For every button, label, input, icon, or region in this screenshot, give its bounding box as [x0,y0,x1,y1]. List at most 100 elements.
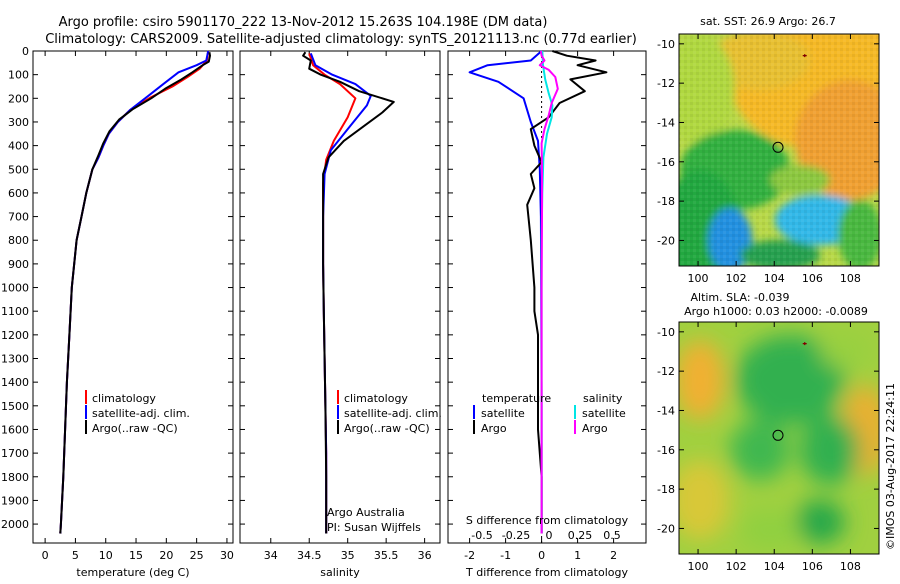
legend-salinity-header: salinity [583,392,623,405]
legend-sal-argo-label: Argo [582,422,608,435]
pi-label: PI: Susan Wijffels [327,521,421,534]
lat-tick-label: -20 [657,234,675,247]
x-tick-label: 5 [72,549,79,562]
lat-tick-label: -16 [657,156,675,169]
series-line-temperature-argo [526,50,608,534]
lat-tick-label: -18 [657,195,675,208]
salinity-series [302,51,395,534]
difference-y-ticks [448,50,646,525]
lon-tick-label: 100 [688,560,709,573]
salinity-legend: climatology satellite-adj. clim. Argo(..… [337,390,442,435]
x-tick-label: -2 [464,549,475,562]
sla-map-frame [678,321,880,555]
depth-tick-label: 1700 [1,447,29,460]
lat-tick-label: -18 [657,483,675,496]
difference-x-label: T difference from climatology [465,566,628,579]
sst-field [679,34,879,266]
x-tick-label: -1 [500,549,511,562]
sla-map-markers [772,342,807,441]
salinity-difference-axis-label: S difference from climatology [466,514,629,527]
sst-map-frame [678,33,880,267]
lat-tick-label: -12 [657,365,675,378]
depth-tick-label: 1800 [1,471,29,484]
series-line-climatology [59,50,210,534]
series-line-climatology [308,53,357,534]
temperature-series [59,50,211,534]
depth-tick-label: 2000 [1,518,29,531]
sla-field [679,322,879,554]
series-line-argo-raw-qc [59,52,211,534]
depth-tick-label: 500 [8,163,29,176]
lon-tick-label: 104 [764,560,785,573]
x-tick-label: 25 [190,549,204,562]
salinity-plot-frame [239,50,441,544]
legend-climatology-label: climatology [92,392,156,405]
sst-map-ticks: 100 102 104 106 108 -10 -12 -14 -16 -18 -20 [657,34,879,285]
difference-legend: temperature salinity satellite Argo sate… [473,392,626,435]
lon-tick-label: 106 [802,272,823,285]
x-tick-label: 30 [220,549,234,562]
temperature-legend: climatology satellite-adj. clim. Argo(..… [85,390,190,435]
salinity-y-ticks [240,50,440,525]
x-tick-label: 34.5 [297,549,322,562]
salinity-x-label: salinity [320,566,360,579]
depth-tick-label: 1100 [1,305,29,318]
depth-tick-label: 0 [22,45,29,58]
depth-tick-label: 1000 [1,282,29,295]
lat-tick-label: -16 [657,444,675,457]
sla-map-ticks: 100 102 104 106 108 -10 -12 -14 -16 -18 -20 [657,322,879,573]
profile-location-circle [772,429,784,441]
depth-tick-label: 1400 [1,376,29,389]
temperature-x-ticks: 0 5 10 15 20 25 30 [42,51,234,562]
legend-climatology-label: climatology [344,392,408,405]
copyright-label: ©IMOS 03-Aug-2017 22:24:11 [884,383,897,550]
lon-tick-label: 100 [688,272,709,285]
sst-map-panel: sat. SST: 26.9 Argo: 26.7 100 102 104 106 10… [657,15,880,285]
legend-temp-satellite-label: satellite [481,407,525,420]
lat-tick-label: -14 [657,404,675,417]
depth-tick-label: 1600 [1,423,29,436]
x-tick-label: 0 [42,549,49,562]
figure-title-line1: Argo profile: csiro 5901170_222 13-Nov-2… [59,15,548,30]
salinity-difference-ticks: -0.5 -0.25 0 0.25 0.5 [471,529,620,542]
depth-y-ticks: 0 100 200 300 400 500 600 700 800 900 1000 1100 1200… [1,45,233,531]
lat-tick-label: -14 [657,116,675,129]
legend-argo-label: Argo(..raw -QC) [92,422,178,435]
x-tick-label: 35.5 [374,549,399,562]
series-line-temperature-satellite [468,50,543,534]
sla-map-title-line1: Altim. SLA: -0.039 [690,291,789,304]
temperature-x-label: temperature (deg C) [76,566,189,579]
legend-satellite-label: satellite-adj. clim. [92,407,190,420]
depth-tick-label: 1500 [1,400,29,413]
sst-map-markers [772,54,807,153]
x-tick-label: 15 [129,549,143,562]
salinity-panel: 34 34.5 35 35.5 36 climatology satellite-adj… [239,50,442,579]
lon-tick-label: 108 [840,272,861,285]
sla-map-panel: Altim. SLA: -0.039 Argo h1000: 0.03 h200… [657,291,880,573]
depth-tick-label: 800 [8,234,29,247]
legend-satellite-label: satellite-adj. clim. [344,407,442,420]
x-tick-label: 1 [574,549,581,562]
depth-tick-label: 900 [8,258,29,271]
x-tick-label: 36 [418,549,432,562]
depth-tick-label: 200 [8,92,29,105]
legend-argo-label: Argo(..raw -QC) [344,422,430,435]
figure-title-line2: Climatology: CARS2009. Satellite-adjuste… [45,32,637,47]
s-diff-tick: 0.5 [603,529,621,542]
lat-tick-label: -20 [657,522,675,535]
temperature-plot-frame [32,50,234,544]
lon-tick-label: 106 [802,560,823,573]
lon-tick-label: 104 [764,272,785,285]
depth-tick-label: 1300 [1,353,29,366]
profile-location-circle [772,141,784,153]
depth-tick-label: 400 [8,140,29,153]
x-tick-label: 0 [538,549,545,562]
x-tick-label: 10 [99,549,113,562]
legend-sal-satellite-label: satellite [582,407,626,420]
x-tick-label: 35 [341,549,355,562]
depth-tick-label: 100 [8,69,29,82]
depth-tick-label: 700 [8,211,29,224]
difference-plot-frame [447,50,647,544]
temperature-panel: 0 5 10 15 20 25 30 0 100 200 300 400 500 600 700 800 90… [1,45,234,579]
